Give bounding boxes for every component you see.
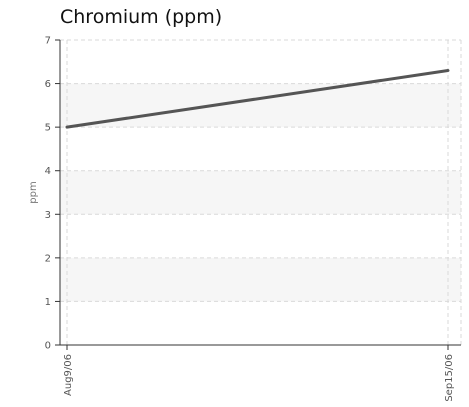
chart-title: Chromium (ppm) (60, 6, 223, 28)
y-tick-label: 6 (45, 79, 51, 90)
x-tick-label: Aug9/06 (63, 354, 74, 396)
plot-band (60, 170, 461, 215)
y-axis-title: ppm (28, 181, 39, 203)
y-tick-label: 1 (45, 297, 51, 308)
y-tick-label: 0 (45, 341, 51, 352)
y-tick-label: 4 (45, 166, 51, 177)
x-tick-label: Sep15/06 (444, 354, 455, 402)
y-tick-label: 7 (45, 36, 51, 47)
y-tick-label: 3 (45, 210, 51, 221)
plot-band (60, 83, 461, 128)
plot-band (60, 257, 461, 302)
y-tick-label: 5 (45, 123, 51, 134)
y-tick-label: 2 (45, 253, 51, 264)
series-line (65, 69, 450, 129)
